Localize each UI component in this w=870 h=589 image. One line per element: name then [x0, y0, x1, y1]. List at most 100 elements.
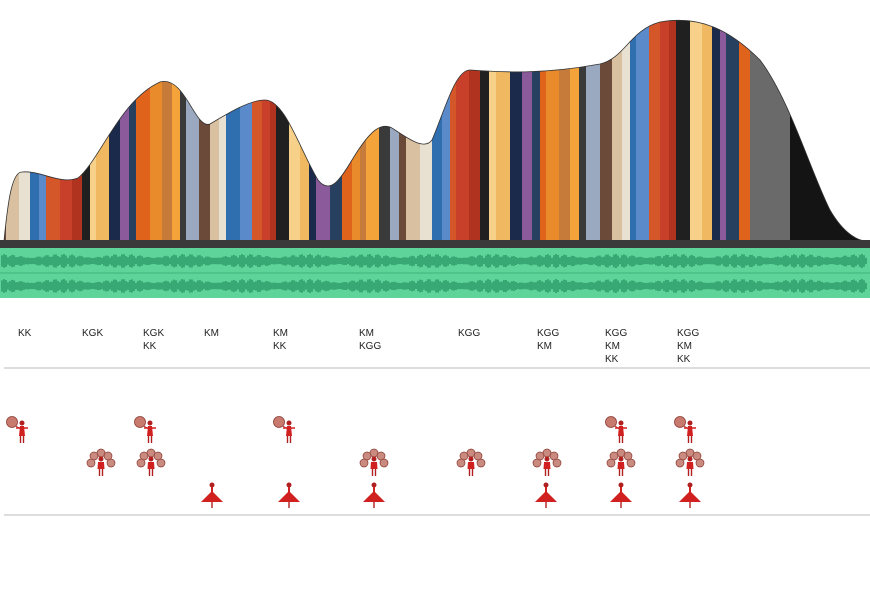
- collage-outline: [3, 19, 867, 242]
- column-label: KGG: [359, 341, 381, 352]
- collage-stripe: [219, 20, 226, 241]
- collage-stripe: [352, 20, 360, 241]
- collage-stripe: [186, 20, 199, 241]
- icon-fan: [604, 415, 628, 444]
- collage-stripe: [586, 20, 600, 241]
- icon-peacock: [606, 448, 636, 477]
- collage-stripe: [136, 20, 150, 241]
- icon-fan: [5, 415, 29, 444]
- collage-stripe: [750, 20, 790, 241]
- collage-stripe: [720, 20, 726, 241]
- column-label: KM: [359, 328, 374, 339]
- icon-skirt: [609, 481, 633, 509]
- collage-stripe: [240, 20, 252, 241]
- collage-stripe: [226, 20, 240, 241]
- collage-stripe: [82, 20, 90, 241]
- collage-stripe: [702, 20, 712, 241]
- collage-stripe: [469, 20, 480, 241]
- waveform-channel: [1, 279, 867, 293]
- waveform: [1, 254, 867, 293]
- collage-stripe: [172, 20, 180, 241]
- collage-stripe: [252, 20, 262, 241]
- collage-stripe: [579, 20, 586, 241]
- collage-stripe: [622, 20, 630, 241]
- collage-stripe: [379, 20, 390, 241]
- collage-stripe: [330, 20, 342, 241]
- collage-stripe: [276, 20, 289, 241]
- collage-stripe: [739, 20, 750, 241]
- collage-stripe: [636, 20, 649, 241]
- icon-peacock: [456, 448, 486, 477]
- labels: KK KGK KGK KK KM KM KK KM KGG KGG KGG KM KGG KM KK KGG K…: [18, 328, 699, 365]
- icon-peacock: [532, 448, 562, 477]
- collage-stripe: [316, 20, 330, 241]
- column-label: KGG: [605, 328, 627, 339]
- collage-stripe: [150, 20, 162, 241]
- collage-stripe: [420, 20, 432, 241]
- icon-fan: [133, 415, 157, 444]
- collage-stripe: [600, 20, 612, 241]
- collage-stripe: [96, 20, 109, 241]
- column-label: KGK: [82, 328, 103, 339]
- collage-stripe: [496, 20, 510, 241]
- collage-stripe: [690, 20, 702, 241]
- column-label: KM: [605, 341, 620, 352]
- collage-stripe: [612, 20, 622, 241]
- collage-stripe: [456, 20, 469, 241]
- collage-stripe: [262, 20, 270, 241]
- collage-stripe: [450, 20, 456, 241]
- collage-stripe: [669, 20, 676, 241]
- collage-stripe: [712, 20, 720, 241]
- collage-stripe: [90, 20, 96, 241]
- column-label: KK: [273, 341, 287, 352]
- collage-stripe: [570, 20, 579, 241]
- column-label: KM: [537, 341, 552, 352]
- collage-stripe: [210, 20, 219, 241]
- column-label: KGG: [677, 328, 699, 339]
- icon-skirt: [200, 481, 224, 509]
- collage-stripe: [199, 20, 210, 241]
- waveform-channel: [1, 254, 867, 268]
- icon-peacock: [86, 448, 116, 477]
- collage-stripe: [360, 20, 366, 241]
- collage: [4, 20, 866, 241]
- collage-stripe: [309, 20, 316, 241]
- collage-stripe: [790, 20, 866, 241]
- collage-stripe: [300, 20, 309, 241]
- timeline-ruler: [0, 240, 870, 248]
- column-label: KK: [677, 354, 691, 365]
- collage-stripe: [546, 20, 559, 241]
- collage-stripe: [19, 20, 30, 241]
- icon-peacock: [136, 448, 166, 477]
- collage-stripe: [120, 20, 129, 241]
- column-label: KM: [204, 328, 219, 339]
- collage-stripe: [46, 20, 60, 241]
- collage-stripe: [480, 20, 489, 241]
- collage-stripe: [676, 20, 690, 241]
- collage-stripe: [162, 20, 172, 241]
- collage-stripe: [129, 20, 136, 241]
- collage-stripe: [30, 20, 39, 241]
- collage-stripe: [726, 20, 739, 241]
- collage-stripe: [180, 20, 186, 241]
- collage-stripe: [510, 20, 522, 241]
- column-label: KK: [605, 354, 619, 365]
- collage-stripe: [559, 20, 570, 241]
- column-label: KM: [273, 328, 288, 339]
- collage-stripe: [532, 20, 540, 241]
- column-label: KGG: [458, 328, 480, 339]
- column-label: KGG: [537, 328, 559, 339]
- collage-stripe: [109, 20, 120, 241]
- collage-stripe: [342, 20, 352, 241]
- column-label: KK: [143, 341, 157, 352]
- collage-stripe: [522, 20, 532, 241]
- icon-peacock: [359, 448, 389, 477]
- collage-stripe: [540, 20, 546, 241]
- icon-fan: [272, 415, 296, 444]
- collage-stripe: [4, 20, 6, 241]
- collage-stripe: [39, 20, 46, 241]
- icons: [5, 415, 705, 509]
- collage-stripe: [489, 20, 496, 241]
